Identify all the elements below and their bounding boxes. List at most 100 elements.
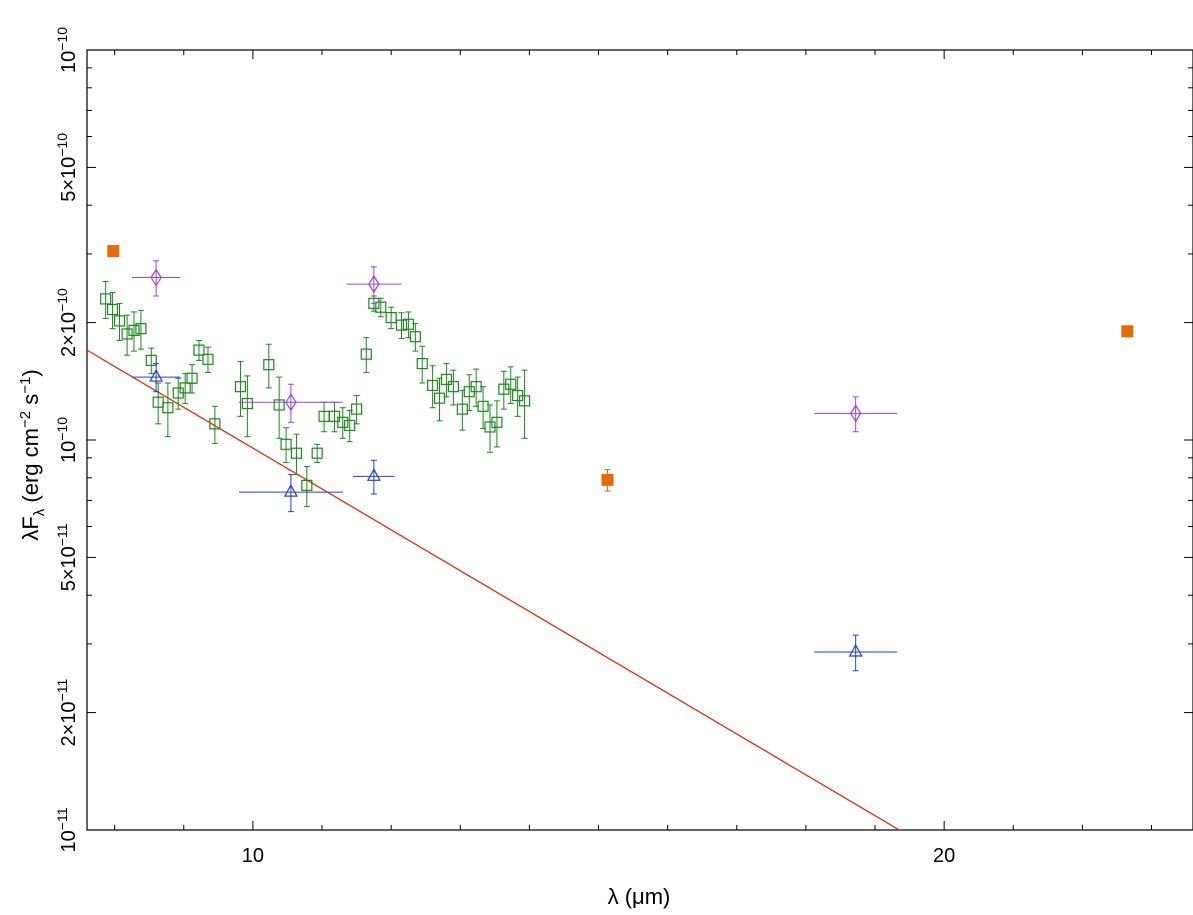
data-point (484, 404, 496, 453)
square-marker (456, 403, 468, 415)
data-point (491, 400, 503, 448)
data-point (209, 405, 221, 444)
data-point (512, 376, 524, 417)
square-marker (360, 348, 372, 360)
data-point (106, 291, 119, 330)
data-point (121, 314, 133, 356)
square-marker (290, 447, 303, 459)
square-marker (477, 400, 489, 412)
square-marker (402, 318, 415, 330)
data-point (186, 364, 198, 394)
data-point (152, 382, 164, 425)
data-point (447, 369, 459, 406)
data-point (290, 433, 303, 476)
x-tick-label: 10 (242, 845, 264, 867)
data-point (463, 374, 475, 412)
square-marker (273, 399, 285, 411)
data-point (518, 369, 531, 439)
data-point (280, 427, 292, 464)
data-point (353, 459, 395, 495)
diamond-marker (849, 404, 862, 423)
plot-frame (86, 49, 1193, 831)
square-marker (491, 416, 503, 428)
y-tick-label: 2×10−11 (54, 679, 80, 747)
square-marker (385, 311, 397, 324)
data-points-layer (100, 245, 1134, 672)
triangle-marker (283, 483, 298, 497)
square-marker (416, 357, 428, 370)
square-marker (135, 323, 147, 335)
model-line (86, 349, 900, 831)
y-axis-label: λFλ (erg cm−2 s−1) (17, 369, 48, 540)
data-point (601, 469, 614, 492)
data-point (311, 443, 323, 464)
square-marker (447, 381, 459, 393)
square-marker (113, 315, 126, 327)
data-point (375, 297, 387, 318)
square-marker (202, 353, 214, 365)
square-marker (106, 303, 119, 316)
triangle-marker (149, 368, 164, 382)
square-marker (234, 381, 247, 393)
square-marker (375, 301, 387, 313)
data-point (113, 302, 126, 341)
diamond-marker (285, 393, 297, 412)
data-point (241, 375, 253, 438)
reference-line-layer (86, 349, 900, 831)
y-tick-label: 2×10−10 (54, 288, 80, 357)
data-point (100, 280, 112, 319)
square-marker (409, 331, 421, 343)
diamond-marker (368, 274, 380, 294)
data-point (179, 373, 191, 405)
triangle-marker (366, 468, 381, 481)
square-marker (145, 354, 157, 366)
data-point (107, 245, 120, 258)
y-tick-label: 10−11 (54, 807, 80, 852)
filled-square-marker (107, 245, 120, 258)
square-marker (311, 447, 323, 459)
data-point (1121, 325, 1134, 338)
square-marker (186, 372, 198, 384)
data-point (202, 346, 214, 373)
data-point (135, 309, 147, 350)
square-marker (209, 418, 221, 430)
data-point (350, 395, 363, 425)
data-point (346, 266, 402, 304)
data-point (337, 407, 349, 439)
data-point (416, 345, 428, 384)
filled-square-marker (1121, 325, 1134, 338)
data-point (814, 396, 898, 433)
data-point (263, 343, 275, 389)
y-tick-label: 10−10 (54, 417, 80, 463)
data-point (318, 401, 330, 433)
data-point (433, 377, 446, 422)
square-marker (121, 328, 133, 340)
data-point (498, 370, 510, 410)
square-marker (344, 419, 356, 432)
data-point (344, 410, 356, 443)
square-marker (350, 403, 363, 415)
data-point (395, 312, 408, 340)
x-axis-label: λ (μm) (608, 884, 671, 909)
data-point (360, 337, 372, 373)
square-marker (328, 410, 341, 422)
square-marker (301, 479, 313, 491)
square-marker (395, 319, 408, 331)
square-marker (505, 378, 517, 390)
data-point (301, 466, 313, 508)
square-marker (337, 416, 349, 428)
data-point (193, 339, 205, 361)
data-point (162, 382, 174, 438)
square-marker (100, 293, 112, 305)
data-point (440, 363, 453, 398)
data-point (427, 365, 439, 409)
y-tick-label: 10−10 (54, 27, 80, 73)
data-point (273, 376, 285, 439)
data-point (234, 360, 247, 417)
x-tick-label: 20 (933, 845, 955, 867)
data-point (239, 474, 343, 513)
square-marker (518, 395, 531, 407)
square-marker (263, 359, 275, 371)
data-point (131, 260, 181, 297)
